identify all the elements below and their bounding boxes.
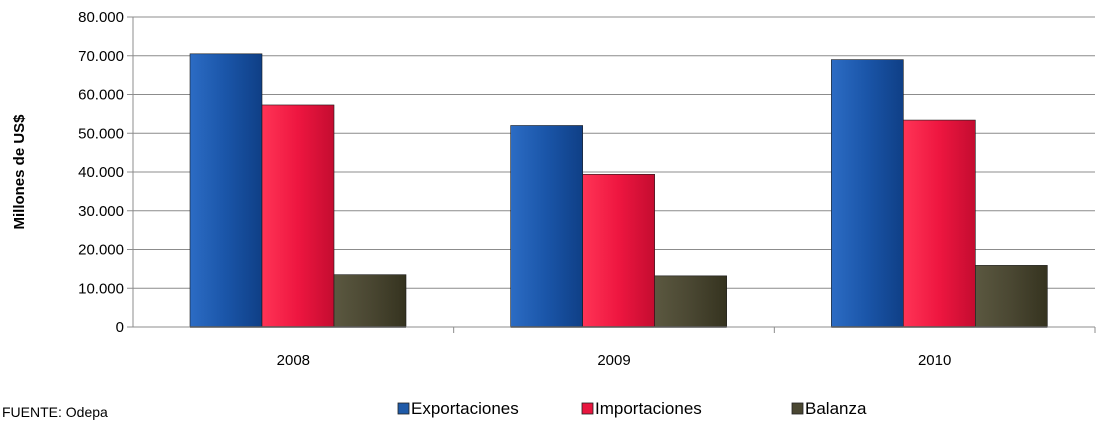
legend-label-importaciones: Importaciones xyxy=(595,399,702,418)
y-tick-label: 80.000 xyxy=(78,9,124,26)
legend: Exportaciones Importaciones Balanza xyxy=(397,399,867,418)
x-tick-label: 2009 xyxy=(597,352,630,369)
bar-balanza-2008 xyxy=(333,274,407,328)
y-tick-label: 70.000 xyxy=(78,48,124,65)
x-tick-label: 2010 xyxy=(918,352,951,369)
x-tick-labels: 2008 2009 2010 xyxy=(277,352,952,369)
legend-label-exportaciones: Exportaciones xyxy=(411,399,519,418)
y-tick-label: 50.000 xyxy=(78,125,124,142)
legend-swatch-balanza xyxy=(791,402,804,415)
bar-importaciones-2010 xyxy=(903,119,976,328)
legend-swatch-exportaciones xyxy=(397,402,410,415)
y-tick-label: 40.000 xyxy=(78,164,124,181)
legend-label-balanza: Balanza xyxy=(805,399,867,418)
source-note: FUENTE: Odepa xyxy=(2,404,108,420)
axes xyxy=(127,16,1096,333)
bar-exportaciones-2009 xyxy=(510,125,583,328)
bar-exportaciones-2008 xyxy=(189,53,263,328)
y-tick-label: 0 xyxy=(116,319,124,336)
legend-swatch-importaciones xyxy=(581,402,594,415)
y-axis-label: Millones de US$ xyxy=(11,114,28,230)
bar-importaciones-2009 xyxy=(582,174,655,328)
y-tick-label: 10.000 xyxy=(78,280,124,297)
y-tick-labels: 0 10.000 20.000 30.000 40.000 50.000 60.000 70.… xyxy=(78,9,124,336)
x-tick-label: 2008 xyxy=(277,352,310,369)
bar-balanza-2009 xyxy=(654,275,727,328)
bar-exportaciones-2010 xyxy=(831,59,904,328)
bar-importaciones-2008 xyxy=(261,104,335,328)
y-tick-label: 30.000 xyxy=(78,203,124,220)
bar-balanza-2010 xyxy=(975,265,1048,328)
y-tick-label: 20.000 xyxy=(78,242,124,259)
y-tick-label: 60.000 xyxy=(78,87,124,104)
